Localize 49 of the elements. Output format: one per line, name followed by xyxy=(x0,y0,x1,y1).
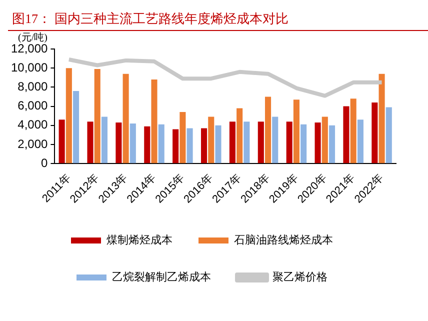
bar xyxy=(314,122,321,164)
legend-label: 石脑油路线烯烃成本 xyxy=(234,233,333,246)
bar xyxy=(130,123,136,164)
bar xyxy=(378,74,385,164)
bar xyxy=(201,128,208,164)
y-tick-label: 8,000 xyxy=(18,80,48,94)
bar xyxy=(229,122,236,164)
bar xyxy=(322,116,328,164)
bar xyxy=(386,107,392,164)
y-tick-label: 10,000 xyxy=(11,60,48,74)
bar xyxy=(180,112,186,164)
legend-label: 煤制烯烃成本 xyxy=(106,233,172,246)
bar xyxy=(58,120,65,164)
bar xyxy=(101,116,108,164)
bar xyxy=(357,120,364,164)
y-tick-label: 6,000 xyxy=(18,98,48,113)
bar xyxy=(286,122,292,164)
bar xyxy=(87,122,94,164)
bar xyxy=(73,91,80,164)
bar xyxy=(116,122,122,164)
bar xyxy=(122,74,129,164)
bar xyxy=(300,124,307,164)
bar xyxy=(272,116,278,164)
bar xyxy=(264,96,272,164)
bar xyxy=(208,116,214,164)
bar xyxy=(144,126,150,164)
bar xyxy=(258,122,264,164)
bar xyxy=(343,106,350,164)
bar xyxy=(151,80,158,164)
bar xyxy=(293,100,300,164)
bar xyxy=(94,69,100,164)
bar xyxy=(350,98,356,164)
bar xyxy=(372,102,378,164)
y-tick-label: 12,000 xyxy=(11,41,48,56)
legend-label: 聚乙烯价格 xyxy=(272,270,328,284)
y-tick-label: 2,000 xyxy=(18,136,48,151)
bar xyxy=(186,128,193,164)
bar xyxy=(236,108,243,164)
legend-label: 乙烷裂解制乙烯成本 xyxy=(112,270,211,284)
y-tick-label: 4,000 xyxy=(18,118,48,132)
bar xyxy=(158,124,164,164)
bar xyxy=(244,122,250,164)
y-axis-title: (元/吨) xyxy=(18,32,48,44)
bar xyxy=(172,129,179,164)
chart-title: 图17： 国内三种主流工艺路线年度烯烃成本对比 xyxy=(8,8,428,31)
bar xyxy=(328,125,336,164)
y-tick-label: 0 xyxy=(41,156,48,170)
bar xyxy=(66,68,72,164)
bar xyxy=(215,125,222,164)
